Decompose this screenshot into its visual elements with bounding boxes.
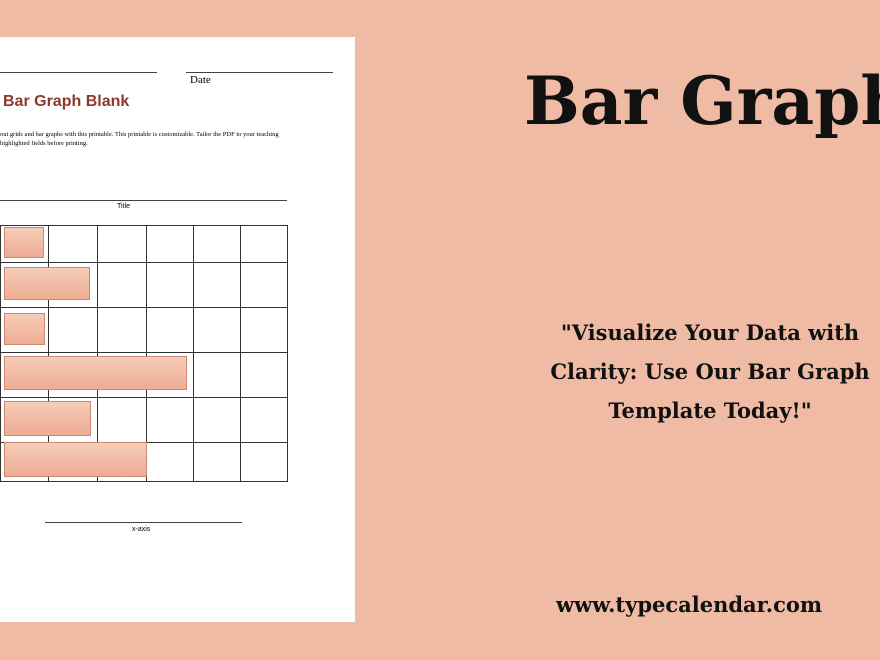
grid-line: [0, 262, 288, 263]
grid-line: [287, 225, 288, 481]
grid-line: [0, 225, 1, 481]
paper-heading: Bar Graph Blank: [3, 93, 130, 110]
grid-line: [0, 225, 288, 226]
x-axis-label: x-axis: [132, 526, 151, 533]
grid-line: [0, 352, 288, 353]
paper-preview: Date Bar Graph Blank out grids and bar g…: [0, 37, 355, 622]
grid-line: [0, 307, 288, 308]
headline: Bar Graph: [524, 62, 880, 140]
website: www.typecalendar.com: [556, 592, 823, 617]
description-line: out grids and bar graphs with this print…: [0, 131, 279, 138]
name-line: [0, 72, 157, 73]
bar-placeholder: [4, 313, 45, 345]
bar-placeholder: [4, 267, 90, 300]
quote-line: Template Today!": [608, 398, 812, 423]
grid-line: [97, 225, 98, 481]
quote: "Visualize Your Data with Clarity: Use O…: [530, 313, 880, 430]
bar-placeholder: [4, 442, 147, 477]
grid-line: [0, 481, 288, 482]
quote-line: "Visualize Your Data with: [560, 320, 860, 345]
grid-line: [48, 225, 49, 481]
graph-title: Title: [117, 203, 130, 210]
grid-line: [146, 225, 147, 481]
grid-line: [0, 397, 288, 398]
date-label: Date: [190, 74, 211, 86]
title-line: [0, 200, 287, 201]
bar-placeholder: [4, 227, 44, 258]
date-line: [186, 72, 333, 73]
grid-line: [193, 225, 194, 481]
x-axis-line: [45, 522, 242, 523]
quote-line: Clarity: Use Our Bar Graph: [550, 359, 870, 384]
grid-line: [240, 225, 241, 481]
description-line: highlighted fields before printing.: [0, 140, 88, 147]
bar-placeholder: [4, 356, 187, 390]
bar-placeholder: [4, 401, 91, 436]
